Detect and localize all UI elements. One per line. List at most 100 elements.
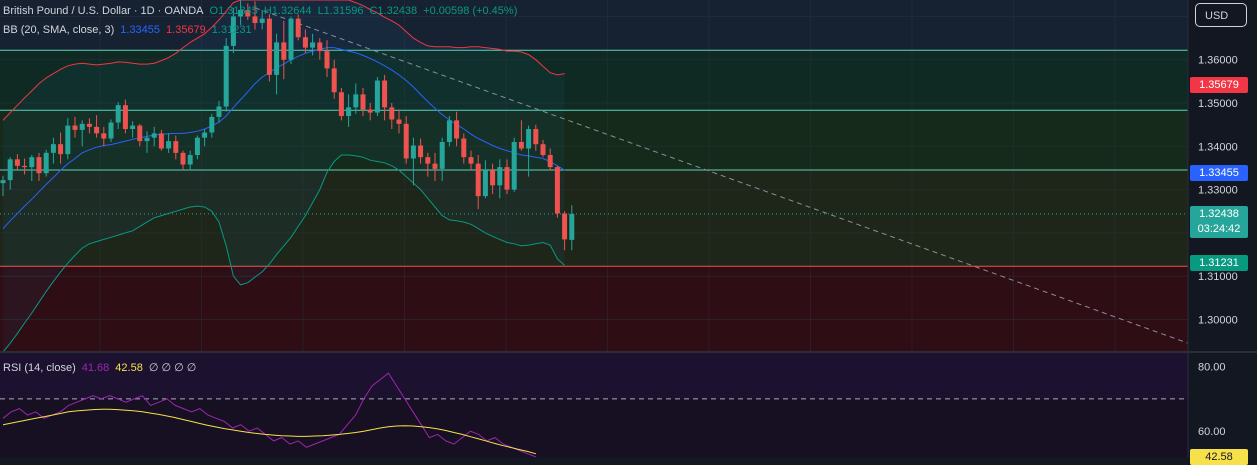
candle-14 bbox=[101, 126, 107, 147]
candle-50 bbox=[360, 87, 366, 117]
candle-0 bbox=[0, 175, 6, 197]
candle-68 bbox=[490, 163, 496, 194]
candle-6 bbox=[43, 149, 49, 177]
candle-2 bbox=[14, 154, 20, 171]
candle-body bbox=[346, 107, 352, 117]
candle-body bbox=[562, 213, 568, 240]
candle-3 bbox=[22, 158, 28, 175]
candle-body bbox=[475, 163, 481, 197]
rsi-tick-label: 60.00 bbox=[1198, 426, 1226, 438]
candle-body bbox=[202, 132, 208, 138]
horizontal-levels bbox=[0, 7, 1213, 353]
candle-body bbox=[36, 157, 42, 174]
candle-body bbox=[418, 145, 424, 158]
candle-body bbox=[547, 155, 553, 168]
candle-body bbox=[425, 157, 431, 164]
candle-67 bbox=[482, 160, 488, 199]
candle-12 bbox=[86, 118, 92, 134]
trendline bbox=[254, 7, 1213, 353]
candle-body bbox=[274, 42, 280, 75]
candle-70 bbox=[504, 159, 510, 194]
candle-body bbox=[295, 18, 301, 38]
candle-42 bbox=[302, 29, 308, 54]
candle-body bbox=[526, 129, 532, 149]
ohlc-change: +0.00598 (+0.45%) bbox=[423, 5, 518, 17]
candle-body bbox=[382, 80, 388, 108]
bb-lower-value: 1.31231 bbox=[211, 24, 252, 36]
candle-47 bbox=[338, 87, 344, 121]
candle-body bbox=[432, 163, 438, 169]
candle-34 bbox=[245, 3, 251, 20]
candle-body bbox=[374, 80, 380, 113]
candle-body bbox=[173, 141, 179, 153]
symbol-title[interactable]: British Pound / U.S. Dollar · 1D · OANDA bbox=[3, 5, 204, 17]
candle-body bbox=[511, 142, 517, 190]
bb-upper-line bbox=[2, 0, 565, 121]
candle-69 bbox=[497, 159, 503, 199]
candle-31 bbox=[223, 38, 229, 112]
rsi-line bbox=[2, 372, 537, 457]
rsi-extras: ∅ ∅ ∅ ∅ bbox=[148, 362, 197, 374]
candle-body bbox=[0, 180, 6, 184]
candle-45 bbox=[324, 40, 330, 78]
bb-basis-value: 1.33455 bbox=[120, 24, 161, 36]
candle-body bbox=[554, 167, 560, 214]
candle-78 bbox=[562, 211, 568, 251]
candle-body bbox=[50, 144, 56, 153]
candle-63 bbox=[454, 111, 460, 147]
candle-body bbox=[490, 170, 496, 186]
rsi-overbought-zone bbox=[0, 353, 1188, 399]
candle-body bbox=[360, 94, 366, 110]
candle-37 bbox=[266, 14, 272, 82]
candle-8 bbox=[58, 132, 64, 164]
rsi-axis-bg bbox=[1188, 353, 1257, 457]
candle-body bbox=[331, 68, 337, 93]
candle-77 bbox=[554, 165, 560, 218]
candle-17 bbox=[122, 99, 128, 134]
candle-body bbox=[252, 16, 258, 23]
candle-body bbox=[194, 137, 200, 156]
candle-body bbox=[468, 157, 474, 164]
candle-body bbox=[439, 142, 445, 169]
candle-body bbox=[288, 18, 294, 60]
candle-body bbox=[58, 144, 64, 155]
price-zone-0 bbox=[0, 0, 1188, 51]
bb-name[interactable]: BB (20, SMA, close, 3) bbox=[3, 24, 115, 36]
candle-body bbox=[389, 107, 395, 120]
candle-62 bbox=[446, 116, 452, 147]
upper-band-price-label: 1.35679 bbox=[1190, 77, 1248, 93]
last-price-label: 1.32438 03:24:42 bbox=[1190, 206, 1248, 238]
rsi-chart[interactable]: 80.00 60.00 bbox=[0, 353, 1257, 457]
candle-1 bbox=[7, 157, 13, 190]
rsi-name[interactable]: RSI (14, close) bbox=[3, 362, 76, 374]
candle-60 bbox=[432, 152, 438, 181]
candle-53 bbox=[382, 74, 388, 121]
candle-61 bbox=[439, 137, 445, 181]
price-tick-label: 1.30000 bbox=[1198, 315, 1238, 327]
candlesticks bbox=[0, 0, 575, 251]
candle-body bbox=[461, 138, 467, 158]
price-tick-label: 1.35000 bbox=[1198, 98, 1238, 110]
candle-body bbox=[29, 157, 35, 168]
candle-body bbox=[101, 133, 107, 139]
candle-59 bbox=[425, 152, 431, 177]
candle-18 bbox=[130, 121, 136, 138]
candle-body bbox=[43, 152, 49, 174]
candle-body bbox=[310, 42, 316, 48]
rsi-ma-line bbox=[2, 408, 537, 455]
currency-button[interactable]: USD bbox=[1195, 3, 1247, 27]
candle-body bbox=[122, 105, 128, 130]
rsi-ma-value: 42.58 bbox=[115, 362, 143, 374]
candle-51 bbox=[367, 103, 373, 121]
candle-body bbox=[223, 45, 229, 107]
candle-9 bbox=[65, 118, 71, 160]
candle-10 bbox=[72, 116, 78, 138]
candle-body bbox=[403, 123, 409, 159]
rsi-legend: RSI (14, close) 41.68 42.58 ∅ ∅ ∅ ∅ bbox=[3, 362, 202, 375]
price-chart[interactable]: 1.370001.360001.350001.340001.330001.320… bbox=[0, 0, 1257, 353]
candle-15 bbox=[108, 119, 114, 143]
candle-body bbox=[115, 105, 121, 123]
candle-19 bbox=[137, 123, 143, 147]
candle-body bbox=[86, 123, 92, 127]
candle-body bbox=[151, 133, 157, 138]
